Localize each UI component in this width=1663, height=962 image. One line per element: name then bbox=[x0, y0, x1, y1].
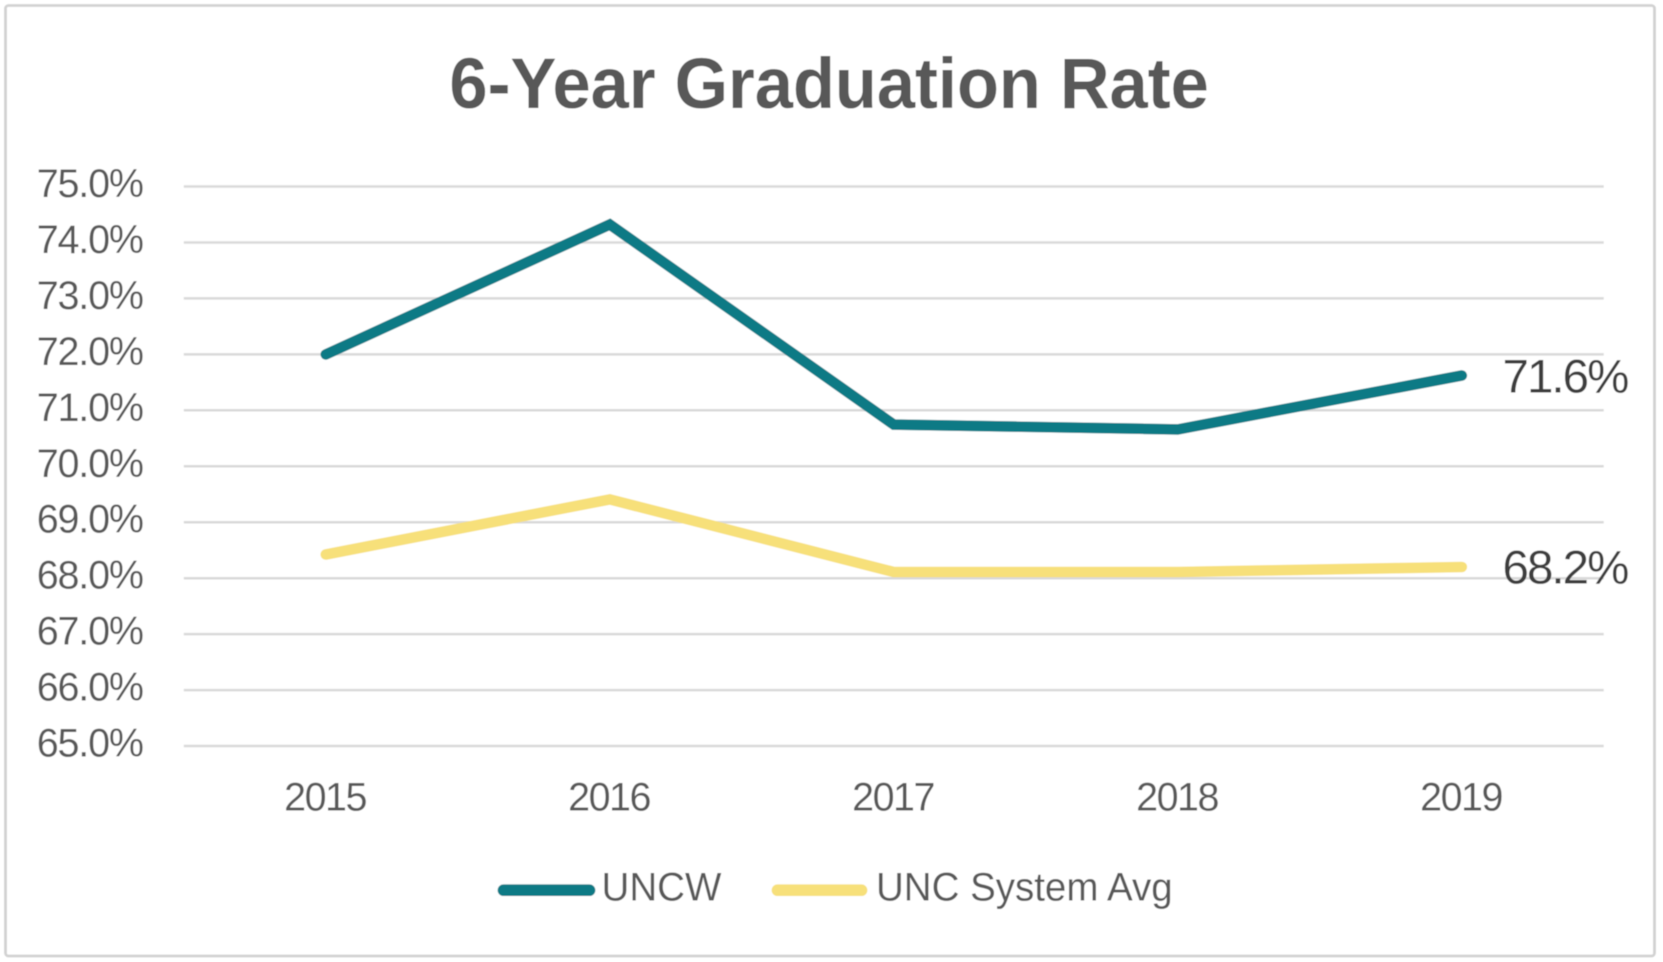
svg-text:UNC System Avg: UNC System Avg bbox=[876, 866, 1173, 910]
svg-text:71.0%: 71.0% bbox=[37, 386, 144, 430]
svg-text:73.0%: 73.0% bbox=[37, 274, 144, 318]
svg-text:68.0%: 68.0% bbox=[37, 554, 144, 598]
svg-text:2017: 2017 bbox=[852, 776, 935, 820]
svg-text:2018: 2018 bbox=[1136, 776, 1219, 820]
svg-text:2016: 2016 bbox=[568, 776, 651, 820]
svg-text:2015: 2015 bbox=[284, 776, 367, 820]
svg-text:2019: 2019 bbox=[1420, 776, 1503, 820]
svg-text:UNCW: UNCW bbox=[602, 866, 723, 910]
svg-text:74.0%: 74.0% bbox=[37, 218, 144, 262]
svg-text:67.0%: 67.0% bbox=[37, 610, 144, 654]
svg-text:66.0%: 66.0% bbox=[37, 666, 144, 710]
svg-text:6-Year Graduation Rate: 6-Year Graduation Rate bbox=[449, 44, 1208, 124]
svg-text:69.0%: 69.0% bbox=[37, 498, 144, 542]
svg-text:71.6%: 71.6% bbox=[1503, 351, 1630, 404]
svg-text:65.0%: 65.0% bbox=[37, 722, 144, 766]
svg-text:72.0%: 72.0% bbox=[37, 330, 144, 374]
svg-text:70.0%: 70.0% bbox=[37, 442, 144, 486]
svg-text:75.0%: 75.0% bbox=[37, 162, 144, 206]
svg-text:68.2%: 68.2% bbox=[1503, 541, 1630, 594]
